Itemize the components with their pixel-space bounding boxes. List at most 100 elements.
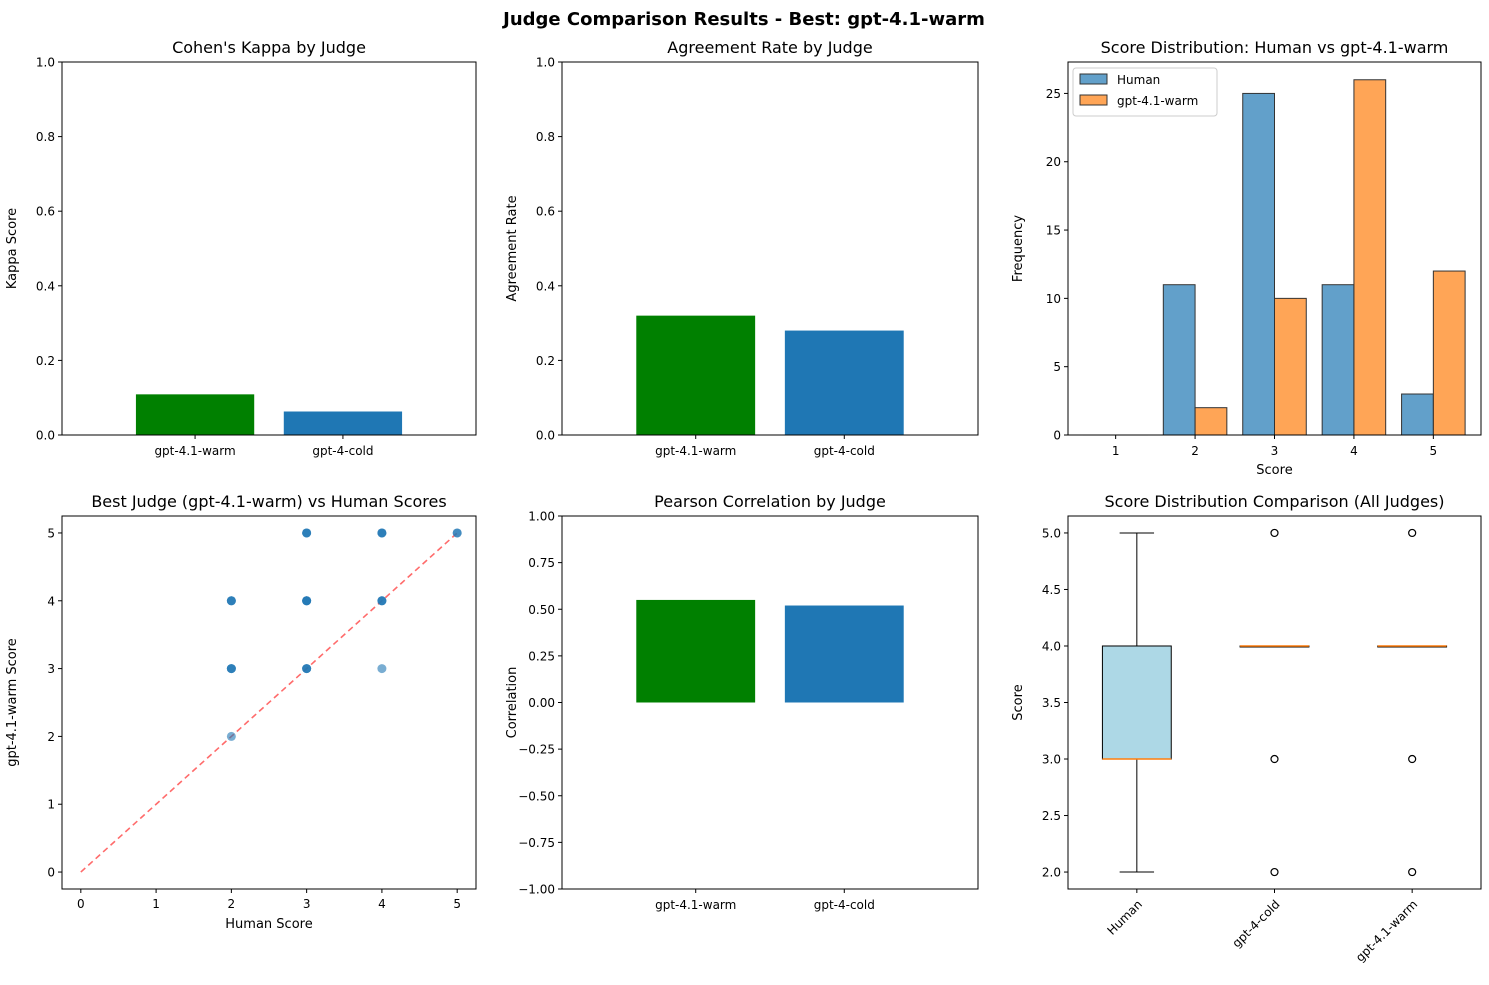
pearson-ytick-label: 0.25 <box>528 649 555 663</box>
boxplot-title: Score Distribution Comparison (All Judge… <box>1105 492 1445 511</box>
boxplot-xtick-label: gpt-4-cold <box>1229 897 1282 950</box>
boxplot-ytick-label: 3.0 <box>1042 753 1061 767</box>
histogram-ytick-label: 5 <box>1053 360 1061 374</box>
scatter-xtick-label: 3 <box>303 897 311 911</box>
boxplot-outlier-gpt-4-cold <box>1270 528 1279 538</box>
boxplot-ytick-label: 5.0 <box>1042 526 1061 540</box>
chart-boxplot: 2.0 2.5 3.0 3.5 4.0 4.5 5.0 Human gpt-4-cold gpt-… <box>1011 492 1482 965</box>
chart-histogram: 0 5 10 15 20 25 1 2 3 4 5 Score Distribution: Human… <box>1011 38 1482 478</box>
kappa-bar-gpt-4.1-warm <box>135 394 255 435</box>
scatter-point <box>302 664 312 674</box>
scatter-xtick-label: 2 <box>228 897 236 911</box>
scatter-point <box>226 596 236 606</box>
histogram-ytick-label: 10 <box>1046 292 1061 306</box>
scatter-point <box>226 664 236 674</box>
boxplot-ylabel: Score <box>1011 684 1026 720</box>
boxplot-box-Human <box>1101 645 1172 760</box>
scatter-point <box>302 596 312 606</box>
histogram-ytick-label: 15 <box>1046 224 1061 238</box>
histogram-legend-label: Human <box>1117 73 1160 87</box>
pearson-ytick-label: 0.00 <box>528 696 555 710</box>
histogram-xtick-label: 3 <box>1271 444 1279 458</box>
scatter-point <box>226 731 236 741</box>
agreement-ytick-label: 0.2 <box>536 354 555 368</box>
pearson-axes-frame <box>561 515 979 890</box>
scatter-ytick-label: 1 <box>47 798 55 812</box>
scatter-xtick-label: 4 <box>378 897 386 911</box>
kappa-title: Cohen's Kappa by Judge <box>172 38 366 57</box>
kappa-ytick-label: 0.0 <box>36 429 55 443</box>
boxplot-ytick-label: 2.0 <box>1042 866 1061 880</box>
scatter-xtick-label: 5 <box>453 897 461 911</box>
histogram-bar-gpt-4.1-warm-3 <box>1274 297 1307 436</box>
histogram-bar-gpt-4.1-warm-2 <box>1194 407 1228 436</box>
pearson-bar-gpt-4.1-warm <box>636 599 756 703</box>
boxplot-ytick-label: 2.5 <box>1042 809 1061 823</box>
kappa-ylabel: Kappa Score <box>5 208 20 289</box>
pearson-ytick-label: 0.50 <box>528 603 555 617</box>
kappa-ytick-label: 0.2 <box>36 354 55 368</box>
histogram-bar-Human-4 <box>1321 284 1355 436</box>
boxplot-axes-frame <box>1067 515 1482 890</box>
pearson-title: Pearson Correlation by Judge <box>654 492 886 511</box>
boxplot-xtick-label: Human <box>1104 897 1145 938</box>
boxplot-ytick-label: 4.5 <box>1042 583 1061 597</box>
scatter-xtick-label: 1 <box>152 897 160 911</box>
histogram-xtick-label: 2 <box>1191 444 1199 458</box>
pearson-ytick-label: 1.00 <box>528 510 555 524</box>
agreement-ytick-label: 0.8 <box>536 130 555 144</box>
boxplot-outlier-gpt-4-cold <box>1270 867 1279 877</box>
pearson-ylabel: Correlation <box>505 667 520 739</box>
kappa-ytick-label: 0.8 <box>36 130 55 144</box>
histogram-ytick-label: 20 <box>1046 155 1061 169</box>
agreement-ytick-label: 0.0 <box>536 429 555 443</box>
kappa-bar-gpt-4-cold <box>283 411 403 435</box>
scatter-xtick-label: 0 <box>77 897 85 911</box>
histogram-bar-Human-3 <box>1242 92 1275 436</box>
histogram-ytick-label: 25 <box>1046 87 1061 101</box>
kappa-axes-frame <box>61 61 477 436</box>
scatter-point <box>377 664 387 674</box>
histogram-ylabel: Frequency <box>1011 215 1026 282</box>
agreement-ytick-label: 1.0 <box>536 56 555 70</box>
boxplot-ytick-label: 4.0 <box>1042 639 1061 653</box>
scatter-ylabel: gpt-4.1-warm Score <box>5 638 20 767</box>
histogram-xtick-label: 4 <box>1350 444 1358 458</box>
scatter-axes-frame <box>61 515 477 890</box>
histogram-legend: Human gpt-4.1-warm <box>1072 67 1218 117</box>
histogram-xtick-label: 1 <box>1112 444 1120 458</box>
scatter-point <box>452 528 462 538</box>
pearson-bar-gpt-4-cold <box>784 605 904 703</box>
kappa-ytick-label: 1.0 <box>36 56 55 70</box>
agreement-xtick-label: gpt-4.1-warm <box>655 444 736 458</box>
scatter-ytick-label: 3 <box>47 662 55 676</box>
histogram-legend-swatch <box>1079 94 1108 106</box>
pearson-xtick-label: gpt-4-cold <box>814 898 875 912</box>
histogram-bar-gpt-4.1-warm-5 <box>1432 270 1466 436</box>
agreement-bar-gpt-4.1-warm <box>636 315 756 435</box>
scatter-title: Best Judge (gpt-4.1-warm) vs Human Score… <box>91 492 446 511</box>
scatter-ytick-label: 0 <box>47 866 55 880</box>
histogram-legend-label: gpt-4.1-warm <box>1117 94 1198 108</box>
chart-pearson: −1.00 −0.75 −0.50 −0.25 0.00 0.25 0.50 0.75 1.00… <box>505 492 979 912</box>
figure-suptitle: Judge Comparison Results - Best: gpt-4.1… <box>501 9 985 30</box>
agreement-title: Agreement Rate by Judge <box>667 38 872 57</box>
kappa-xtick-label: gpt-4-cold <box>312 444 373 458</box>
pearson-ytick-label: −0.75 <box>518 836 555 850</box>
histogram-xlabel: Score <box>1256 463 1292 478</box>
scatter-ytick-label: 2 <box>47 730 55 744</box>
agreement-ylabel: Agreement Rate <box>505 195 520 301</box>
scatter-point <box>377 596 387 606</box>
pearson-ytick-label: 0.75 <box>528 556 555 570</box>
agreement-xtick-label: gpt-4-cold <box>814 444 875 458</box>
chart-scatter: 0 1 2 3 4 5 0 1 2 3 4 5 Best Judge (gpt-4.1-warm) vs… <box>5 492 477 932</box>
histogram-xtick-label: 5 <box>1430 444 1438 458</box>
scatter-xlabel: Human Score <box>225 917 312 932</box>
kappa-xtick-label: gpt-4.1-warm <box>154 444 235 458</box>
scatter-point <box>302 528 312 538</box>
agreement-bar-gpt-4-cold <box>784 330 904 435</box>
boxplot-xtick-label: gpt-4.1-warm <box>1353 897 1420 964</box>
scatter-ytick-label: 4 <box>47 594 55 608</box>
agreement-ytick-label: 0.6 <box>536 205 555 219</box>
